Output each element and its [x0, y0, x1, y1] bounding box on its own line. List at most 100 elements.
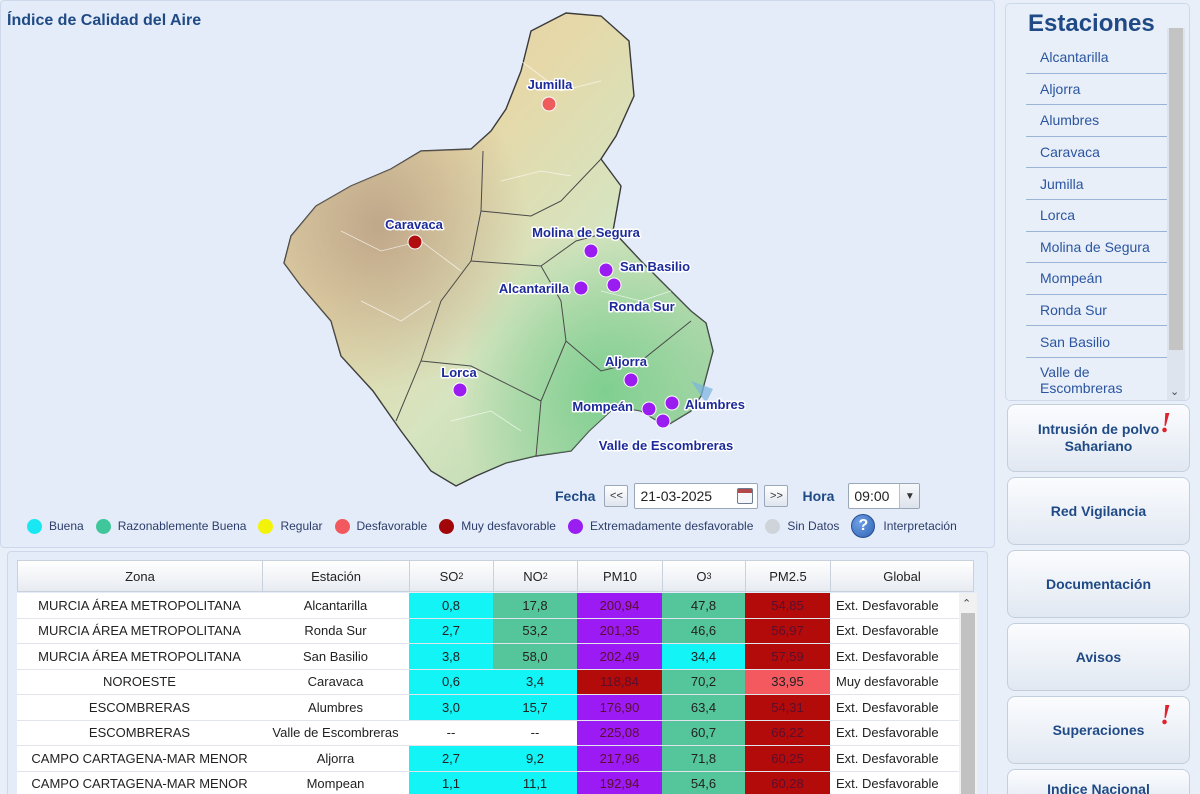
calendar-icon[interactable] [737, 488, 754, 504]
station-list-item[interactable]: Caravaca [1026, 137, 1169, 169]
map-station-marker[interactable] [407, 234, 423, 250]
map-station-marker[interactable] [664, 395, 680, 411]
station-list-item[interactable]: Ronda Sur [1026, 295, 1169, 327]
cell-o3: 34,4 [662, 644, 745, 669]
legend-swatch [567, 518, 583, 534]
side-button[interactable]: Intrusión de polvo Sahariano! [1007, 404, 1190, 472]
hour-value: 09:00 [854, 488, 890, 504]
cell-so2: 2,7 [409, 618, 493, 643]
legend-label: Regular [280, 519, 323, 533]
coast-shading [284, 13, 713, 486]
cell-estacion: Ronda Sur [304, 623, 367, 639]
map-station-marker[interactable] [623, 372, 639, 388]
prev-date-button[interactable]: << [604, 485, 629, 507]
map-station-label[interactable]: Jumilla [526, 76, 575, 94]
map-station-marker[interactable] [655, 413, 671, 429]
map-station-label[interactable]: Ronda Sur [608, 298, 677, 316]
table-row[interactable]: CAMPO CARTAGENA-MAR MENOR Mompean 1,1 11,1 1… [17, 771, 977, 794]
o3-label: O [696, 568, 707, 584]
map-station-label[interactable]: Alcantarilla [497, 280, 571, 298]
map-station-marker[interactable] [606, 277, 622, 293]
col-pm10[interactable]: PM10 [578, 561, 663, 591]
map-station-label[interactable]: San Basilio [619, 258, 692, 276]
legend-items: Buena Razonablemente Buena Regular Desfavor… [27, 518, 851, 534]
col-pm25[interactable]: PM2.5 [746, 561, 831, 591]
map-station-label[interactable]: Valle de Escombreras [597, 437, 734, 455]
cell-global: Ext. Desfavorable [836, 750, 939, 766]
side-button[interactable]: Indice Nacional [1007, 769, 1190, 794]
cell-pm10: 192,94 [577, 771, 662, 794]
map-station-label[interactable]: Mompeán [571, 398, 635, 416]
region-map[interactable]: Jumilla Caravaca Molina de Segura San Basil… [271, 9, 751, 491]
map-station-label[interactable]: Lorca [440, 364, 479, 382]
map-station-label[interactable]: Alumbres [684, 396, 747, 414]
table-row[interactable]: CAMPO CARTAGENA-MAR MENOR Aljorra 2,7 9,2 21… [17, 746, 977, 772]
station-list-item[interactable]: San Basilio [1026, 326, 1169, 358]
cell-pm10: 118,84 [577, 669, 662, 694]
table-row[interactable]: ESCOMBRERAS Valle de Escombreras -- -- 225,0… [17, 720, 977, 746]
station-list-item[interactable]: Jumilla [1026, 168, 1169, 200]
col-estacion[interactable]: Estación [263, 561, 410, 591]
map-station-label[interactable]: Caravaca [384, 216, 446, 234]
cell-estacion: San Basilio [302, 648, 369, 664]
map-station-label[interactable]: Aljorra [604, 353, 650, 371]
table-row[interactable]: MURCIA ÁREA METROPOLITANA Ronda Sur 2,7 53,… [17, 618, 977, 644]
cell-so2: 0,8 [409, 593, 493, 618]
interpretacion-link[interactable]: Interpretación [883, 519, 957, 533]
no2-label: NO [523, 568, 543, 584]
col-no2[interactable]: NO 2 [494, 561, 578, 591]
table-scroll-thumb[interactable] [961, 613, 975, 794]
hour-select[interactable]: 09:00 ▼ [848, 483, 921, 509]
cell-zona: ESCOMBRERAS [88, 725, 191, 741]
station-list-item[interactable]: Molina de Segura [1026, 232, 1169, 264]
side-button-label: Intrusión de polvo Sahariano [1037, 421, 1160, 454]
date-input[interactable]: 21-03-2025 [634, 483, 759, 509]
table-row[interactable]: MURCIA ÁREA METROPOLITANA San Basilio 3,8 5… [17, 644, 977, 670]
stations-scrollbar[interactable]: ⌄ [1167, 28, 1185, 400]
cell-zona: CAMPO CARTAGENA-MAR MENOR [31, 750, 248, 766]
next-date-button[interactable]: >> [764, 485, 789, 507]
map-station-marker[interactable] [541, 96, 557, 112]
map-station-marker[interactable] [452, 382, 468, 398]
col-zona[interactable]: Zona [18, 561, 263, 591]
station-list-item[interactable]: Mompeán [1026, 263, 1169, 295]
cell-no2: 9,2 [493, 746, 577, 771]
station-list-item[interactable]: Alcantarilla [1026, 42, 1169, 74]
col-so2[interactable]: SO 2 [410, 561, 494, 591]
side-button-label: Red Vigilancia [1050, 502, 1147, 519]
map-stations: Jumilla Caravaca Molina de Segura San Basil… [384, 76, 747, 455]
map-station-marker[interactable] [583, 243, 599, 259]
side-button-label: Indice Nacional [1047, 780, 1150, 794]
station-list-item[interactable]: Alumbres [1026, 105, 1169, 137]
chevron-down-icon[interactable]: ⌄ [1170, 386, 1180, 398]
legend: Buena Razonablemente Buena Regular Desfavor… [27, 513, 957, 539]
map-station-marker[interactable] [598, 262, 614, 278]
legend-swatch [258, 518, 274, 534]
map-station-marker[interactable] [573, 280, 589, 296]
side-button[interactable]: Red Vigilancia [1007, 477, 1190, 545]
help-icon[interactable]: ? [851, 514, 876, 538]
legend-label: Razonablemente Buena [117, 519, 247, 533]
cell-o3: 60,7 [662, 720, 745, 745]
table-row[interactable]: NOROESTE Caravaca 0,6 3,4 118,84 70,2 33,95 Muy… [17, 669, 977, 695]
table-row[interactable]: ESCOMBRERAS Alumbres 3,0 15,7 176,90 63,4 54,3… [17, 695, 977, 721]
municipal-borders [340, 60, 672, 432]
station-list-item[interactable]: Lorca [1026, 200, 1169, 232]
table-row[interactable]: MURCIA ÁREA METROPOLITANA Alcantarilla 0,8… [17, 593, 977, 619]
side-button[interactable]: Avisos [1007, 623, 1190, 691]
col-global[interactable]: Global [883, 568, 921, 584]
side-button[interactable]: Superaciones! [1007, 696, 1190, 764]
station-list-item[interactable]: Aljorra [1026, 74, 1169, 106]
stations-scroll-thumb[interactable] [1169, 28, 1183, 350]
chevron-up-icon[interactable]: ⌃ [962, 598, 972, 610]
legend-item: Extremadamente desfavorable [567, 518, 753, 534]
cell-so2: 3,0 [409, 695, 493, 720]
map-station-marker[interactable] [641, 401, 657, 417]
chevron-down-icon[interactable]: ▼ [899, 484, 920, 508]
table-scrollbar[interactable]: ⌃ [959, 593, 977, 794]
side-button[interactable]: Documentación [1007, 550, 1190, 618]
map-station-label[interactable]: Molina de Segura [531, 224, 642, 242]
cell-no2: 53,2 [493, 618, 577, 643]
station-list-item[interactable]: Valle de Escombreras [1026, 358, 1169, 400]
